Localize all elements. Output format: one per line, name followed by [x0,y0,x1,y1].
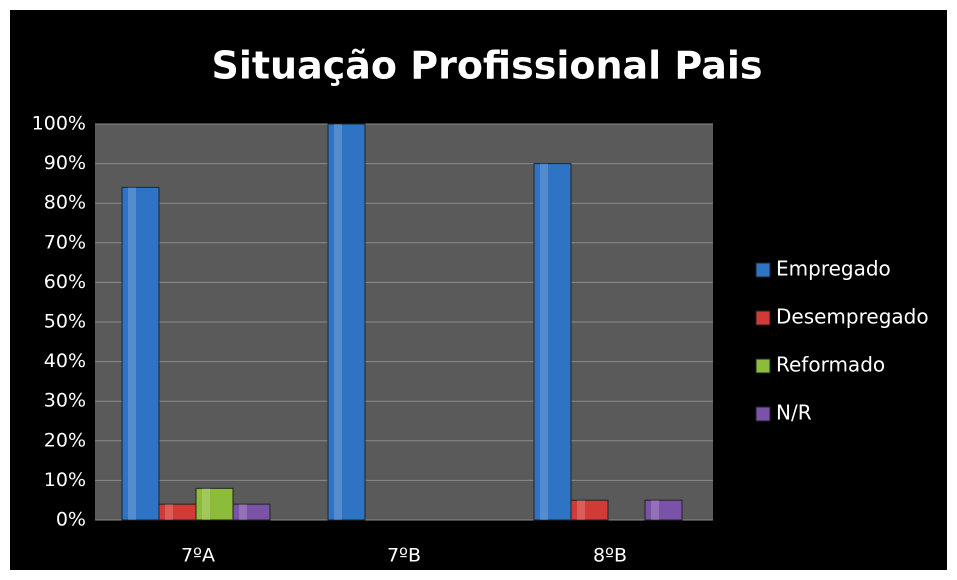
bar [232,503,271,521]
bar-highlight [202,488,210,520]
legend-label: Desempregado [776,305,929,329]
y-tick-label: 100% [32,113,86,135]
bar [327,123,366,521]
bar-highlight [239,504,247,520]
x-tick-label: 7ºB [387,545,421,567]
y-tick-label: 40% [44,350,86,372]
legend-label: Empregado [776,257,891,281]
y-tick-label: 50% [44,311,86,333]
bar [158,503,197,521]
bar-highlight [334,124,342,520]
x-tick-label: 7ºA [181,545,215,567]
x-tick-label: 8ºB [593,545,627,567]
legend-swatch [755,358,771,374]
bar-highlight [128,187,136,521]
y-tick-label: 10% [44,469,86,491]
chart-title: Situação Profissional Pais [211,44,762,88]
y-tick-label: 0% [56,509,86,531]
y-tick-label: 20% [44,429,86,451]
bar-highlight [540,163,548,520]
legend-swatch [755,262,771,278]
y-tick-label: 60% [44,271,86,293]
bar [533,163,572,521]
y-tick-label: 70% [44,231,86,253]
y-tick-label: 90% [44,152,86,174]
legend-swatch [755,310,771,326]
bar [570,499,609,521]
bar [644,499,683,521]
bar [195,487,234,521]
legend-label: N/R [776,401,812,425]
y-tick-label: 30% [44,390,86,412]
legend-swatch [755,406,771,422]
bar-highlight [577,500,585,520]
bar-highlight [165,504,173,520]
legend-label: Reformado [776,353,885,377]
y-tick-label: 80% [44,192,86,214]
bar [121,186,160,521]
bar-highlight [651,500,659,520]
